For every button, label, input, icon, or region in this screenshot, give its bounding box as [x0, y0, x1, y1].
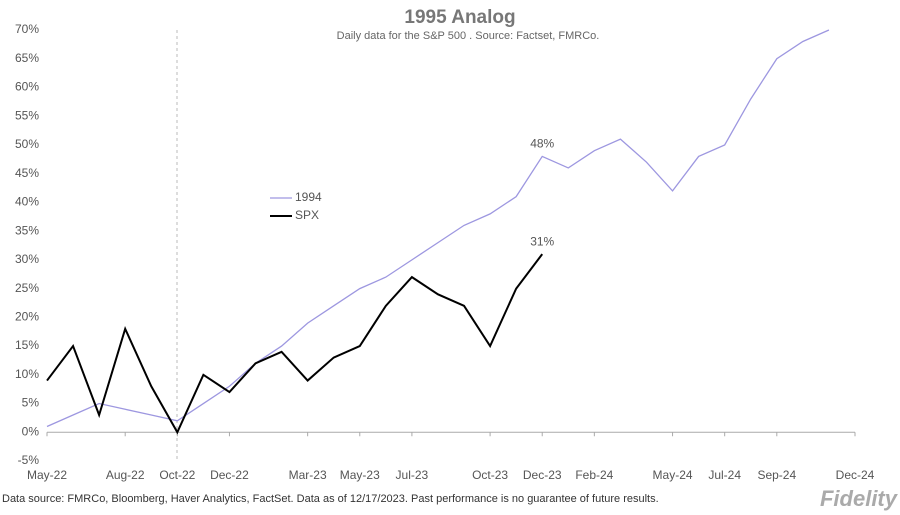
- y-tick-label: 35%: [15, 223, 39, 237]
- y-tick-label: 60%: [15, 80, 39, 94]
- y-tick-label: 30%: [15, 252, 39, 266]
- y-tick-label: 45%: [15, 166, 39, 180]
- x-tick-label: Aug-22: [106, 468, 145, 482]
- x-tick-label: Sep-24: [757, 468, 796, 482]
- x-tick-label: Mar-23: [289, 468, 327, 482]
- x-tick-label: Dec-22: [210, 468, 249, 482]
- y-tick-label: 0%: [22, 424, 40, 438]
- legend-label: 1994: [295, 190, 322, 204]
- footnote: Data source: FMRCo, Bloomberg, Haver Ana…: [2, 493, 659, 505]
- x-tick-label: Dec-24: [836, 468, 875, 482]
- series-line: [46, 253, 544, 435]
- y-tick-label: 65%: [15, 51, 39, 65]
- x-tick-label: Dec-23: [523, 468, 562, 482]
- x-tick-label: Feb-24: [575, 468, 613, 482]
- data-label: 31%: [530, 234, 554, 248]
- y-tick-label: 25%: [15, 281, 39, 295]
- x-tick-label: May-22: [27, 468, 67, 482]
- chart-subtitle: Daily data for the S&P 500 . Source: Fac…: [337, 30, 600, 42]
- y-tick-label: 20%: [15, 310, 39, 324]
- series-line: [46, 29, 830, 428]
- y-tick-label: 10%: [15, 367, 39, 381]
- y-tick-label: 5%: [22, 396, 40, 410]
- chart-title: 1995 Analog: [404, 7, 515, 28]
- x-tick-label: Oct-23: [472, 468, 508, 482]
- x-tick-label: Oct-22: [159, 468, 195, 482]
- y-tick-label: 40%: [15, 195, 39, 209]
- brand-logo: Fidelity: [820, 486, 899, 511]
- y-tick-label: 70%: [15, 22, 39, 36]
- x-tick-label: Jul-23: [396, 468, 429, 482]
- x-tick-label: May-23: [340, 468, 380, 482]
- y-tick-label: 50%: [15, 137, 39, 151]
- y-tick-label: 55%: [15, 108, 39, 122]
- x-tick-label: May-24: [653, 468, 693, 482]
- data-label: 48%: [530, 137, 554, 151]
- y-tick-label: -5%: [18, 453, 40, 467]
- y-tick-label: 15%: [15, 338, 39, 352]
- legend-label: SPX: [295, 208, 319, 222]
- x-tick-label: Jul-24: [708, 468, 741, 482]
